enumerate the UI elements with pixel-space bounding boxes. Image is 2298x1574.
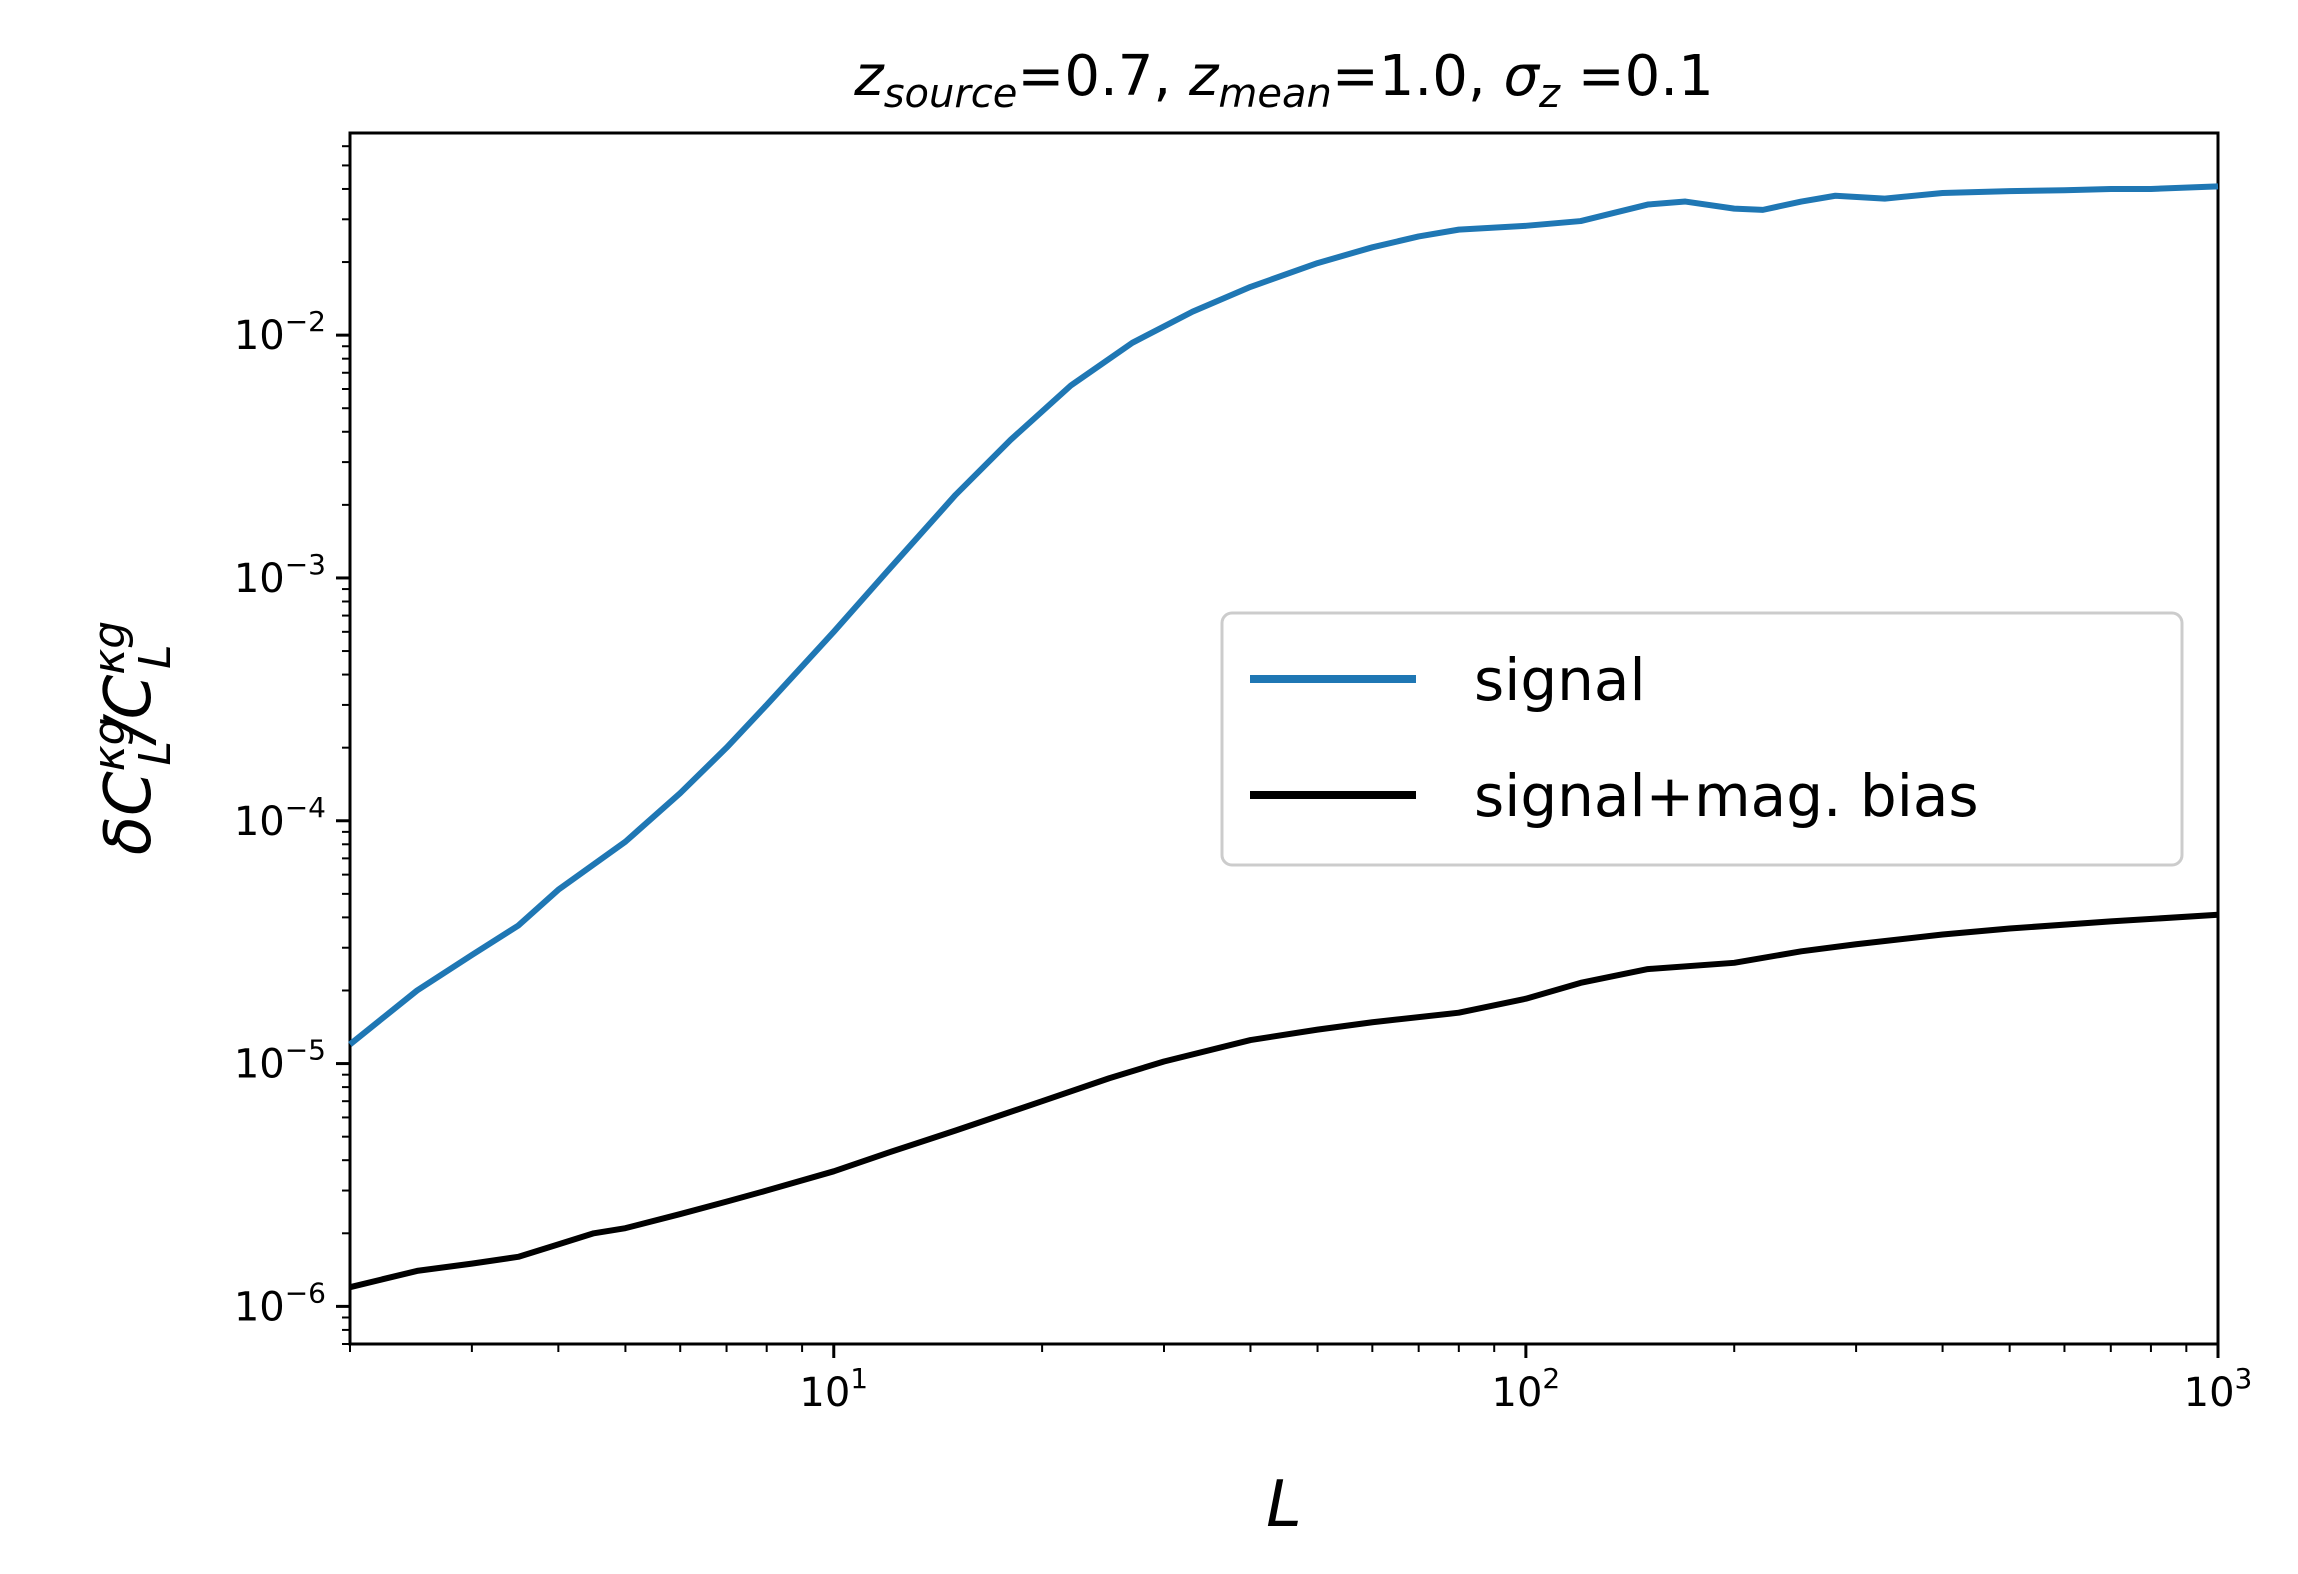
x-tick-label: 103 [2184, 1362, 2253, 1416]
legend-label-mag-bias: signal+mag. bias [1474, 762, 1979, 830]
y-tick-label: 10−5 [234, 1034, 326, 1088]
y-tick-label: 10−6 [234, 1276, 326, 1330]
y-tick-label: 10−4 [234, 791, 326, 845]
x-axis-label: L [1266, 1468, 1302, 1542]
legend-label-signal: signal [1474, 646, 1646, 714]
legend-box [1220, 611, 2184, 867]
y-axis-label: δCκgL/CκgL [84, 621, 181, 855]
chart-title: zsource=0.7, zmean=1.0, σz =0.1 [853, 44, 1713, 117]
y-tick-label: 10−3 [234, 548, 326, 602]
y-major-ticks: 10−6 10−5 10−4 10−3 10−2 [234, 305, 350, 1330]
y-minor-ticks [342, 145, 350, 1345]
plot-area: 101 102 103 10−6 10−5 10−4 10−3 10−2 [234, 131, 2252, 1416]
series-line-signal [348, 183, 2219, 1047]
legend: signal signal+mag. bias [1220, 611, 2184, 867]
x-tick-label: 101 [799, 1362, 868, 1416]
x-tick-label: 102 [1492, 1362, 1561, 1416]
series-line-mag-bias [349, 911, 2219, 1291]
x-minor-ticks [349, 1344, 2188, 1352]
x-major-ticks: 101 102 103 [799, 1344, 2252, 1416]
plot-frame [348, 131, 2220, 1346]
y-tick-label: 10−2 [234, 305, 326, 359]
series-group [348, 183, 2219, 1291]
